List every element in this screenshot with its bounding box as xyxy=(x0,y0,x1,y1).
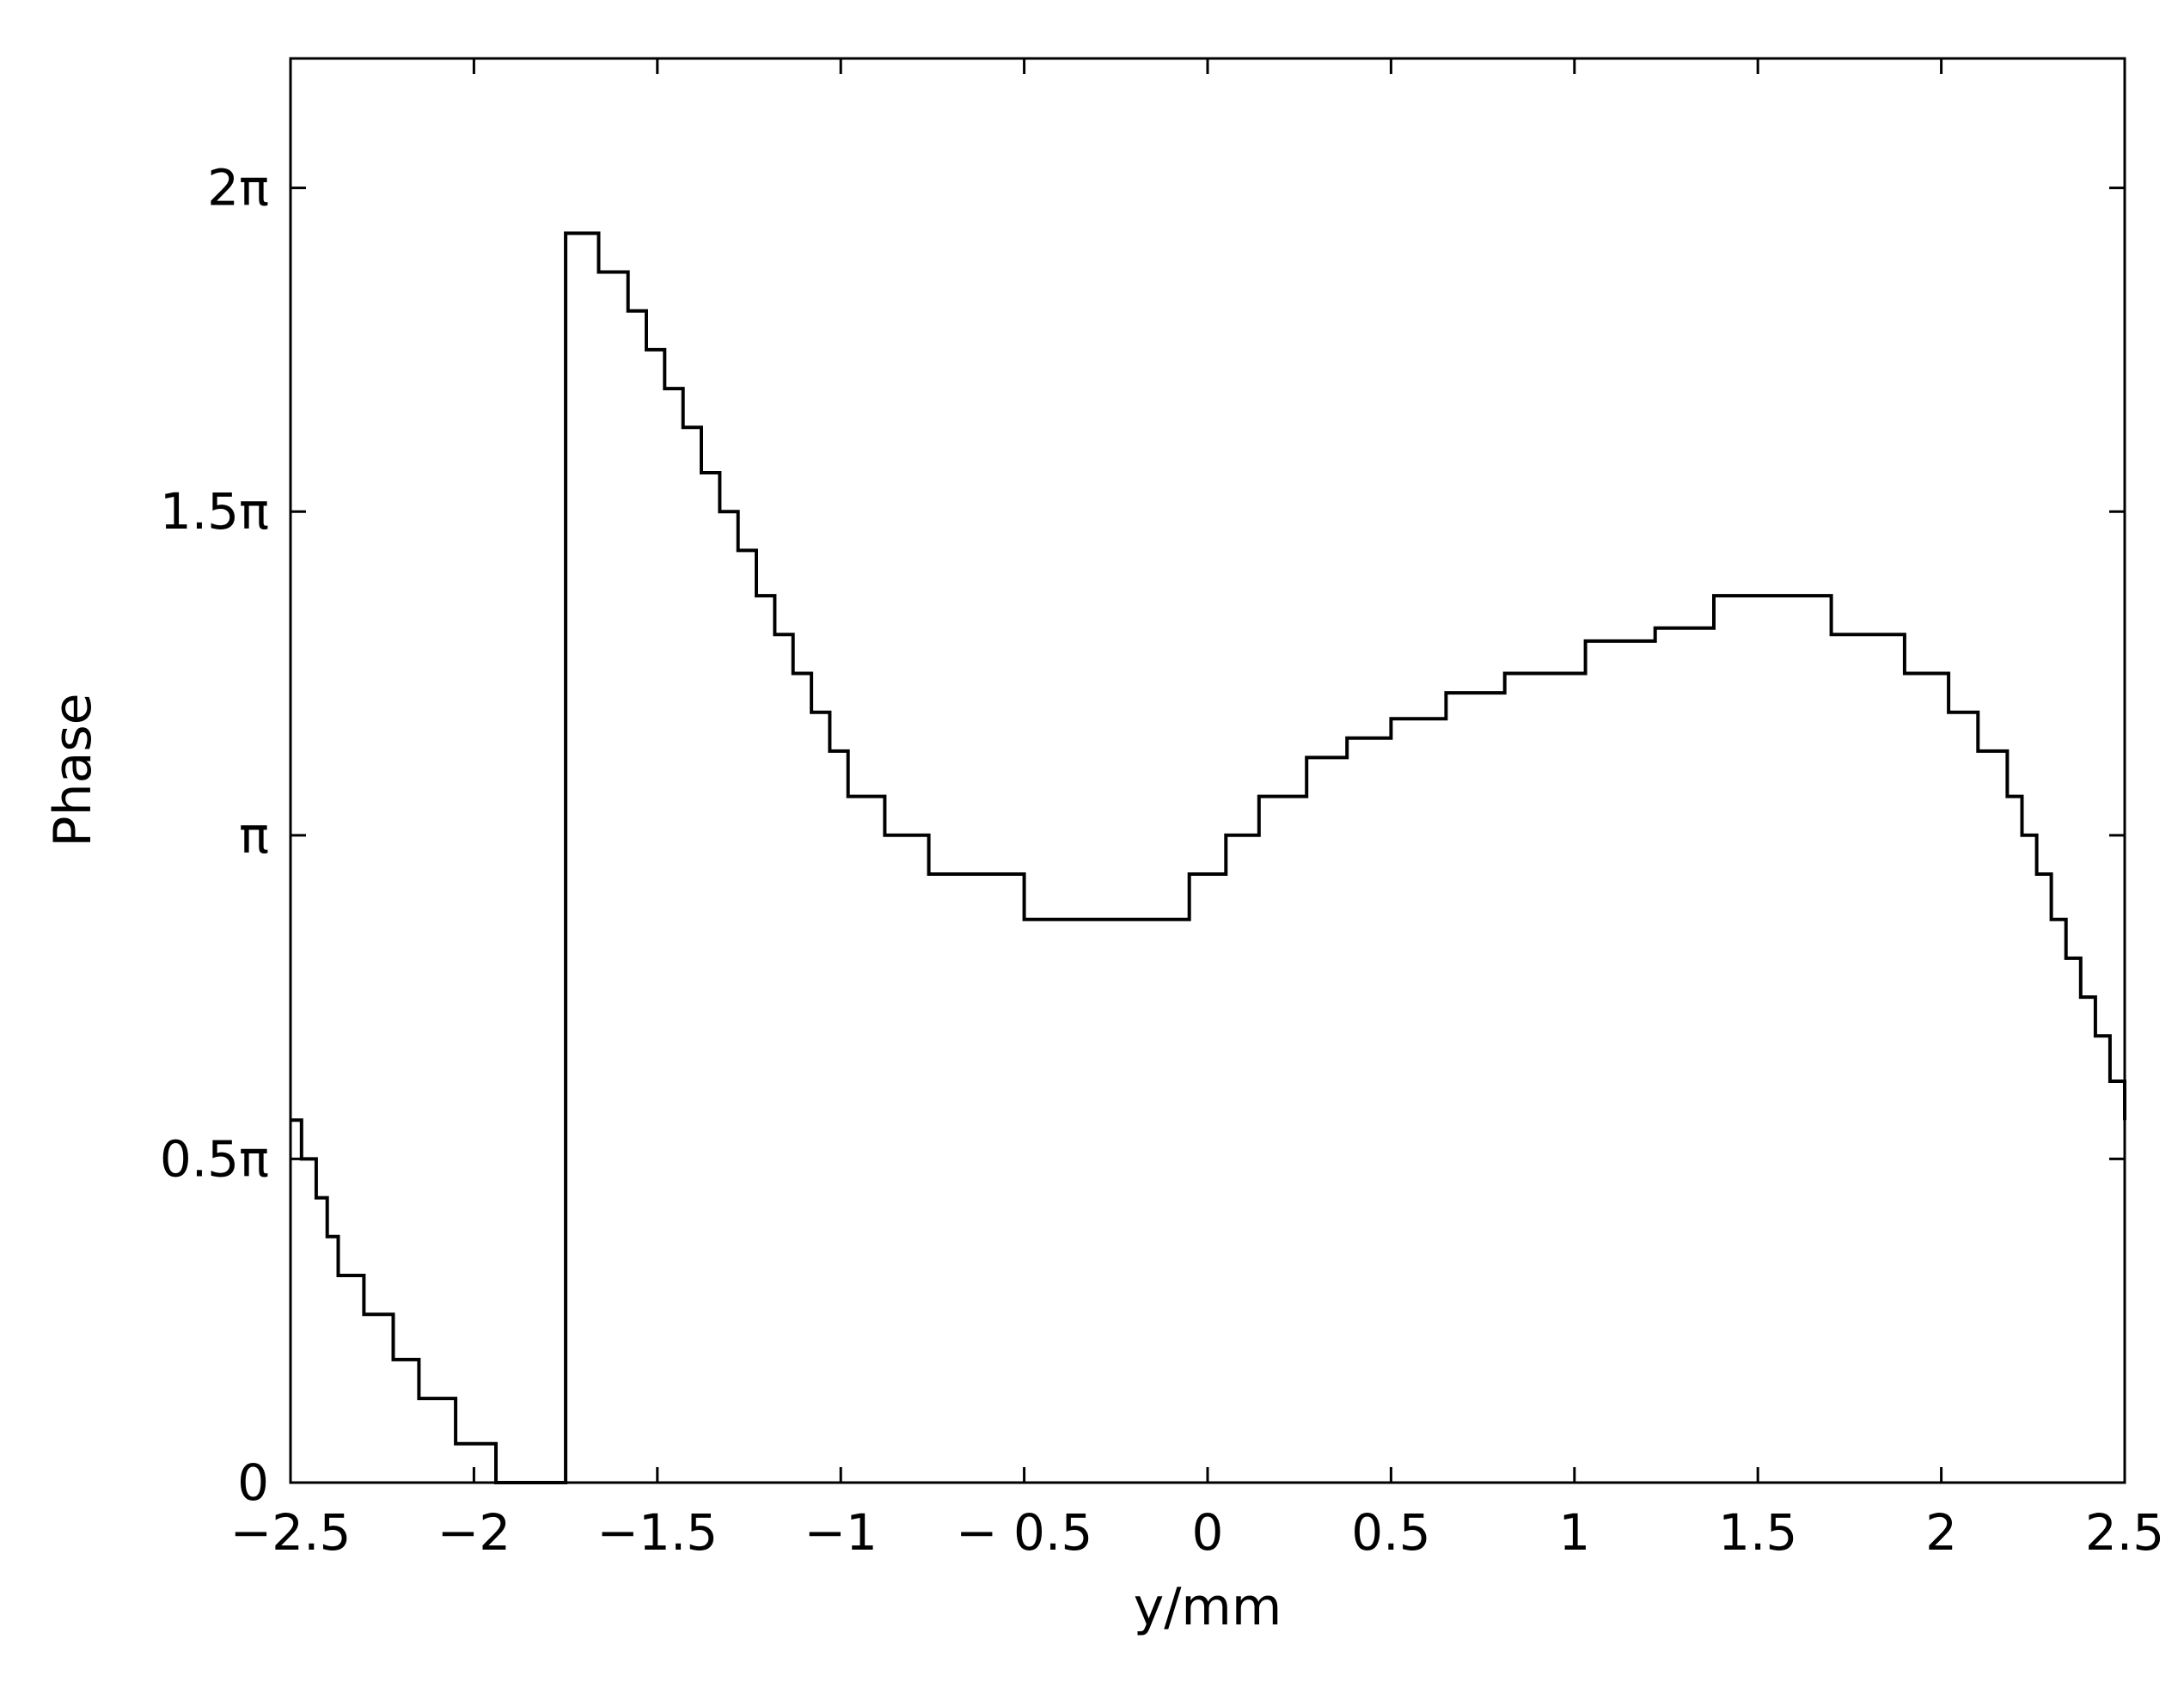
x-tick-label: 1.5 xyxy=(1718,1503,1797,1562)
x-axis-label: y/mm xyxy=(1134,1577,1282,1637)
x-tick-label: 0 xyxy=(1192,1503,1224,1562)
ticks: −2.5 −2 −1.5 −1 − 0.5 0 0.5 1 1.5 2 2.5 0 0.5π π 1.5π 2… xyxy=(160,58,2164,1562)
series xyxy=(291,231,2126,1484)
y-tick-label: 2π xyxy=(207,159,269,217)
x-tick-label: 0.5 xyxy=(1351,1503,1430,1562)
x-tick-label: −2.5 xyxy=(230,1503,352,1562)
y-tick-label: π xyxy=(239,806,269,865)
x-tick-label: −2 xyxy=(437,1503,511,1562)
phase-series-line xyxy=(291,231,2126,1484)
y-tick-label: 0.5π xyxy=(160,1129,269,1188)
y-tick-label: 0 xyxy=(237,1453,269,1512)
x-tick-label: 2 xyxy=(1925,1503,1957,1562)
x-tick-label: − 0.5 xyxy=(956,1503,1092,1562)
y-axis-label: Phase xyxy=(43,693,103,847)
x-tick-label: −1.5 xyxy=(596,1503,718,1562)
x-tick-label: 1 xyxy=(1558,1503,1590,1562)
x-tick-label: −1 xyxy=(804,1503,878,1562)
x-tick-label: 2.5 xyxy=(2085,1503,2164,1562)
y-tick-label: 1.5π xyxy=(160,482,269,541)
